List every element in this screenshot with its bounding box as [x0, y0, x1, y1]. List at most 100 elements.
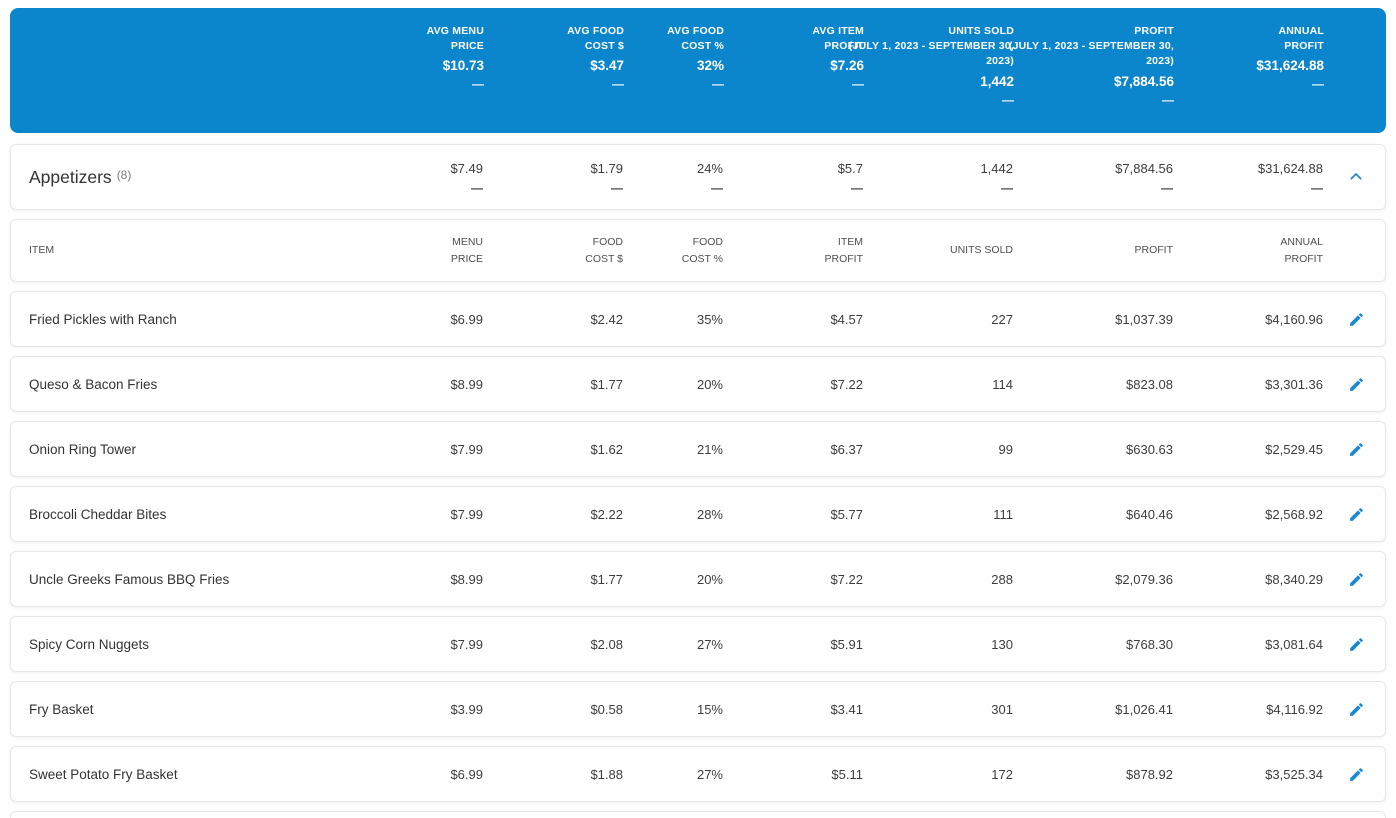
category-units-sold: 1,442 — — [873, 161, 1023, 194]
units-sold-cell: 99 — [998, 441, 1013, 457]
food-cost-pct-cell: 28% — [696, 506, 723, 522]
category-value: 24% — [696, 160, 723, 176]
trend-dash: — — [1162, 92, 1174, 107]
category-food-cost-dollar: $1.79 — — [493, 161, 633, 194]
table-row: Uncle Greeks Famous BBQ Fries $8.99 $1.7… — [10, 551, 1386, 607]
item-profit-cell: $5.77 — [830, 506, 863, 522]
profit-cell: $630.63 — [1126, 441, 1173, 457]
annual-profit-cell: $4,116.92 — [1266, 701, 1323, 717]
item-name: Uncle Greeks Famous BBQ Fries — [29, 571, 230, 587]
trend-dash: — — [851, 180, 863, 195]
trend-dash: — — [712, 77, 724, 92]
profit-cell: $1,037.39 — [1115, 311, 1173, 327]
summary-value: $10.73 — [442, 58, 484, 74]
table-header-row: ITEM MENU PRICE FOOD COST $ FOOD COST % … — [10, 219, 1386, 282]
item-name: Fried Pickles with Ranch — [29, 311, 177, 327]
header-profit: PROFIT — [1134, 244, 1174, 257]
food-cost-dollar-cell: $2.08 — [590, 636, 623, 652]
category-item-profit: $5.7 — — [733, 161, 873, 194]
trend-dash: — — [611, 180, 623, 195]
header-annual-profit: ANNUAL PROFIT — [1280, 236, 1323, 265]
item-profit-cell: $6.37 — [830, 441, 863, 457]
item-name: Queso & Bacon Fries — [29, 376, 158, 392]
item-name: Broccoli Cheddar Bites — [29, 506, 167, 522]
trend-dash: — — [471, 180, 483, 195]
pencil-icon[interactable] — [1333, 766, 1379, 783]
summary-label: ANNUAL PROFIT — [1278, 25, 1324, 53]
units-sold-cell: 130 — [991, 636, 1013, 652]
header-item-profit: ITEM PROFIT — [824, 236, 864, 265]
summary-label: AVG MENU PRICE — [426, 25, 484, 53]
units-sold-cell: 114 — [992, 376, 1013, 392]
pencil-icon[interactable] — [1333, 441, 1379, 458]
menu-price-cell: $6.99 — [450, 311, 483, 327]
units-sold-cell: 288 — [991, 571, 1013, 587]
summary-label: UNITS SOLD — [948, 25, 1014, 37]
pencil-icon[interactable] — [1333, 376, 1379, 393]
chevron-up-icon[interactable] — [1333, 169, 1379, 185]
item-name: Spicy Corn Nuggets — [29, 636, 150, 652]
menu-price-cell: $8.99 — [450, 571, 483, 587]
header-food-cost-dollar: FOOD COST $ — [585, 236, 623, 265]
trend-dash: — — [1161, 180, 1173, 195]
item-profit-cell: $4.57 — [830, 311, 863, 327]
summary-value: $31,624.88 — [1256, 58, 1324, 74]
trend-dash: — — [1311, 180, 1323, 195]
units-sold-cell: 111 — [993, 506, 1013, 522]
table-row: Fried Pickles with Ranch $6.99 $2.42 35%… — [10, 291, 1386, 347]
menu-price-cell: $7.99 — [450, 441, 483, 457]
summary-label: AVG FOOD COST $ — [567, 25, 624, 53]
profit-cell: $1,026.41 — [1115, 701, 1173, 717]
annual-profit-cell: $3,301.36 — [1265, 376, 1323, 392]
annual-profit-cell: $3,081.64 — [1265, 636, 1323, 652]
summary-value: $3.47 — [590, 58, 624, 74]
summary-sublabel: (JULY 1, 2023 - SEPTEMBER 30, 2023) — [848, 40, 1014, 68]
trend-dash: — — [711, 180, 723, 195]
category-row[interactable]: Appetizers (8) $7.49 — $1.79 — 24% — $5.… — [10, 144, 1386, 210]
table-row: Broccoli Cheddar Bites $7.99 $2.22 28% $… — [10, 486, 1386, 542]
food-cost-pct-cell: 35% — [696, 311, 723, 327]
food-cost-dollar-cell: $0.58 — [590, 701, 623, 717]
category-value: $7,884.56 — [1115, 160, 1173, 176]
profit-cell: $768.30 — [1126, 636, 1173, 652]
food-cost-pct-cell: 15% — [696, 701, 723, 717]
table-row: Spicy Corn Nuggets $7.99 $2.08 27% $5.91… — [10, 616, 1386, 672]
trend-dash: — — [852, 77, 864, 92]
pencil-icon[interactable] — [1333, 506, 1379, 523]
summary-value: 1,442 — [980, 73, 1014, 89]
item-profit-cell: $7.22 — [830, 571, 863, 587]
category-count: (8) — [116, 167, 132, 182]
food-cost-pct-cell: 20% — [696, 571, 723, 587]
profit-cell: $640.46 — [1126, 506, 1173, 522]
header-item: ITEM — [29, 244, 55, 257]
pencil-icon[interactable] — [1333, 701, 1379, 718]
trend-dash: — — [1001, 180, 1013, 195]
pencil-icon[interactable] — [1333, 311, 1379, 328]
annual-profit-cell: $2,529.45 — [1265, 441, 1323, 457]
item-name: Fry Basket — [29, 701, 94, 717]
item-name: Onion Ring Tower — [29, 441, 137, 457]
category-value: $7.49 — [450, 160, 483, 176]
food-cost-dollar-cell: $2.22 — [590, 506, 623, 522]
category-value: $1.79 — [590, 160, 623, 176]
summary-col-avg-food-cost-pct: AVG FOOD COST % 32% — — [634, 24, 734, 90]
food-cost-pct-cell: 27% — [696, 636, 723, 652]
summary-value: $7.26 — [830, 58, 864, 74]
units-sold-cell: 227 — [991, 311, 1013, 327]
trend-dash: — — [1312, 77, 1324, 92]
header-units-sold: UNITS SOLD — [949, 244, 1013, 257]
summary-label: AVG ITEM PROFIT — [812, 25, 864, 53]
food-cost-dollar-cell: $1.88 — [590, 766, 623, 782]
summary-bar: AVG MENU PRICE $10.73 — AVG FOOD COST $ … — [10, 8, 1386, 133]
trend-dash: — — [612, 77, 624, 92]
summary-col-annual-profit: ANNUAL PROFIT $31,624.88 — — [1184, 24, 1334, 90]
pencil-icon[interactable] — [1333, 636, 1379, 653]
summary-value: 32% — [696, 58, 724, 74]
units-sold-cell: 301 — [991, 701, 1013, 717]
item-profit-cell: $7.22 — [830, 376, 863, 392]
item-profit-cell: $3.41 — [830, 701, 863, 717]
food-cost-dollar-cell: $1.77 — [590, 571, 623, 587]
annual-profit-cell: $3,525.34 — [1265, 766, 1323, 782]
pencil-icon[interactable] — [1333, 571, 1379, 588]
summary-sublabel: (JULY 1, 2023 - SEPTEMBER 30, 2023) — [1008, 40, 1174, 68]
